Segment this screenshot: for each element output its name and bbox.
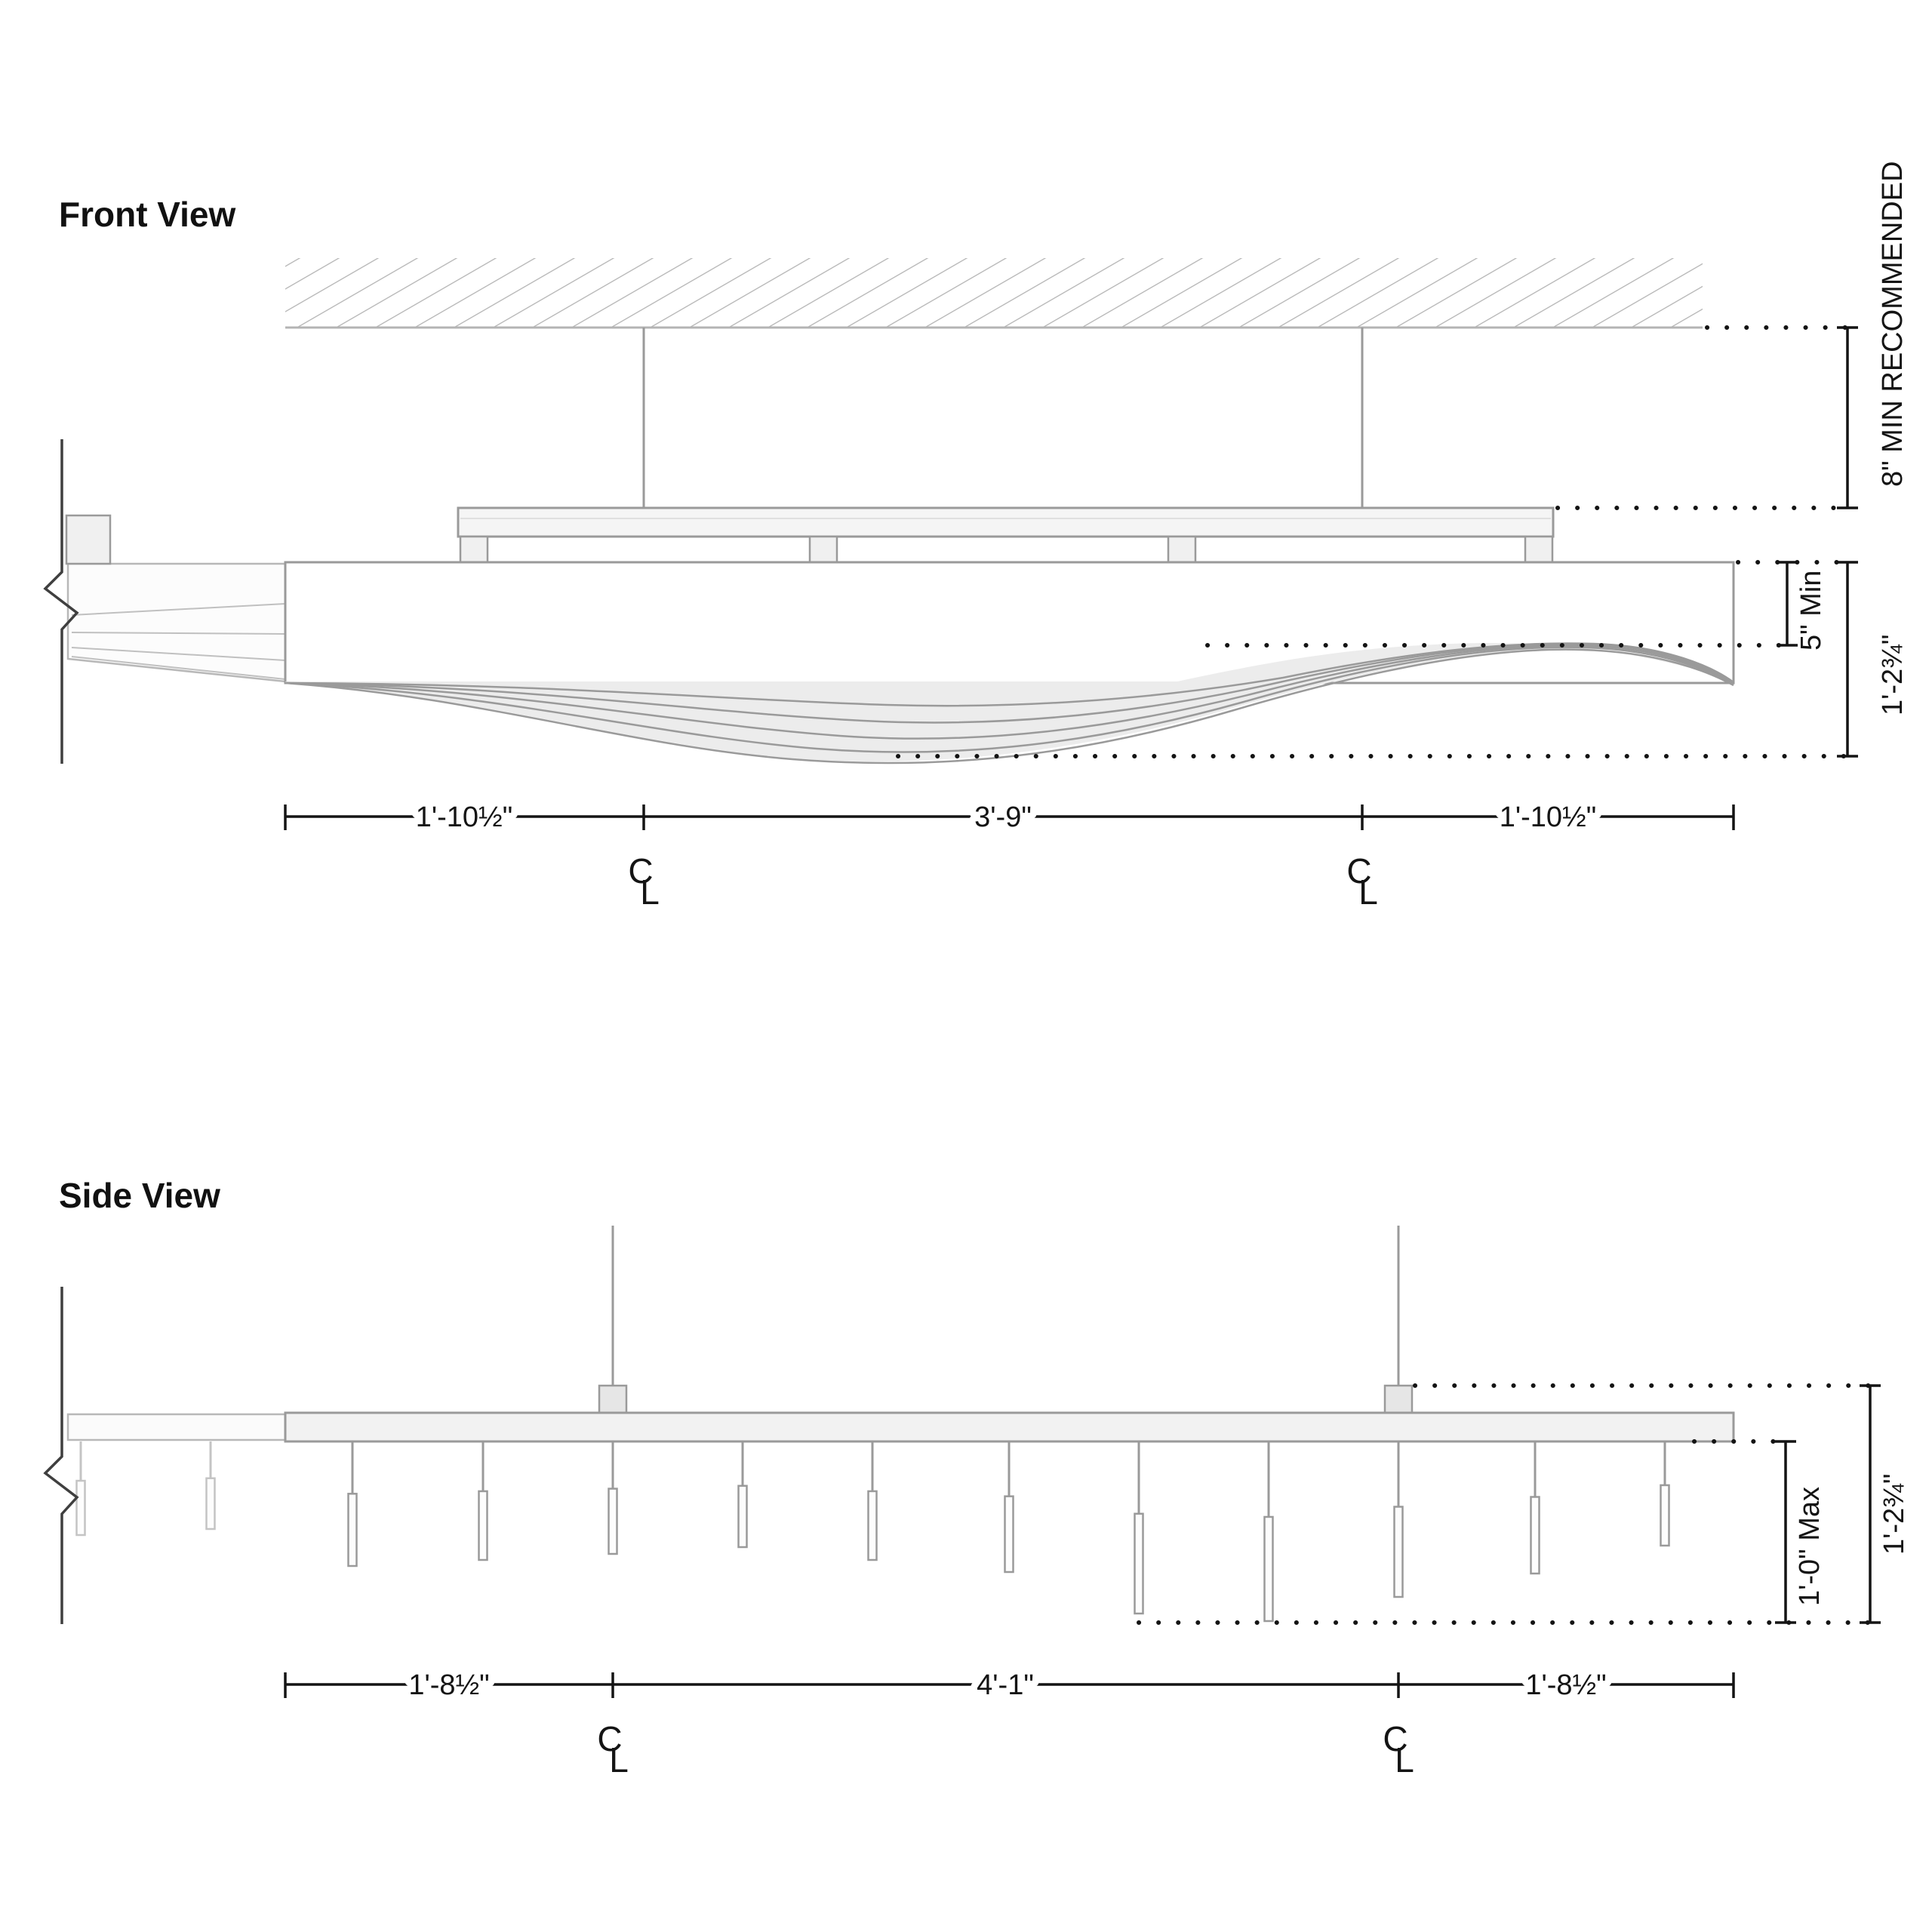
- dim-label-left: 1'-8½": [408, 1669, 489, 1701]
- centerline-symbol: C L: [628, 851, 659, 912]
- pendant-tube: [867, 1490, 878, 1561]
- centerline-l: L: [640, 872, 660, 912]
- ribbon-curve: [285, 648, 1734, 764]
- pendant-group: [75, 1441, 1670, 1623]
- front-view: Front View: [43, 161, 1909, 912]
- side-view-title: Side View: [59, 1176, 220, 1215]
- dim-total: 1'-2¾": [1860, 1384, 1910, 1624]
- dim-label-total: 1'-2¾": [1878, 1474, 1910, 1555]
- centerline-c: C: [1346, 851, 1371, 891]
- wall-break-line: [43, 439, 79, 764]
- dim-label-center: 3'-9": [974, 801, 1032, 833]
- fixture-left-continuation: [66, 562, 287, 683]
- centerline-l: L: [1358, 872, 1378, 912]
- pendant-tube: [478, 1490, 488, 1561]
- dim-label-left: 1'-10½": [416, 801, 513, 833]
- dim-body-total: 1'-2¾": [1837, 561, 1909, 758]
- pendant-tube: [1393, 1506, 1404, 1598]
- dim-label-right: 1'-10½": [1500, 801, 1597, 833]
- pendant-tube: [347, 1493, 358, 1567]
- pendant-tube: [737, 1484, 748, 1549]
- bar-left-continuation: [66, 1413, 287, 1441]
- pendant-tube: [205, 1477, 216, 1531]
- dim-label-body-total: 1'-2¾": [1877, 635, 1909, 715]
- pendant-tube: [1134, 1512, 1144, 1615]
- ribbon-taper-line: [71, 603, 286, 616]
- dim-drop-max: 1'-0" Max: [1775, 1440, 1826, 1624]
- mount-block: [1383, 1384, 1414, 1414]
- ribbon-taper-line: [71, 656, 286, 680]
- ribbon-curve: [285, 642, 1734, 707]
- dim-label-suspension: 8" MIN RECOMMENDED: [1877, 161, 1909, 487]
- centerline-symbol: C L: [1383, 1719, 1414, 1780]
- mount-block: [598, 1384, 628, 1414]
- wall-mount-tab: [65, 514, 112, 565]
- dim-body-min: 5" Min: [1777, 561, 1827, 651]
- centerline-symbol: C L: [1346, 851, 1377, 912]
- dim-label-body-min: 5" Min: [1795, 571, 1827, 651]
- side-view: Side View 1'-0" Max 1'-2¾": [43, 1176, 1910, 1780]
- dim-label-right: 1'-8½": [1525, 1669, 1606, 1701]
- dim-label-center: 4'-1": [977, 1669, 1034, 1701]
- centerline-l: L: [609, 1740, 629, 1780]
- front-bottom-dims: 1'-10½" 3'-9" 1'-10½" C L C L: [284, 795, 1735, 912]
- pendant-tube: [1263, 1515, 1274, 1623]
- centerline-c: C: [628, 851, 653, 891]
- ribbon-taper-line: [71, 632, 286, 635]
- mounting-bar: [457, 506, 1555, 538]
- ribbon-taper-line: [71, 647, 286, 661]
- pendant-tube: [1530, 1496, 1540, 1575]
- pendant-tube: [1660, 1484, 1670, 1547]
- ribbon-curve: [285, 646, 1734, 753]
- fixture-body: [284, 561, 1735, 685]
- centerline-l: L: [1395, 1740, 1414, 1780]
- wall-break-line: [43, 1287, 79, 1624]
- pendant-tube: [1004, 1495, 1014, 1574]
- centerline-symbol: C L: [597, 1719, 628, 1780]
- dim-suspension: 8" MIN RECOMMENDED: [1837, 161, 1909, 509]
- ribbon-fill: [285, 642, 1734, 761]
- centerline-c: C: [597, 1719, 622, 1758]
- dim-label-drop-max: 1'-0" Max: [1794, 1487, 1826, 1606]
- fixture-bar: [284, 1411, 1735, 1443]
- ceiling-hatch: [285, 258, 1703, 328]
- pendant-tube: [75, 1479, 86, 1537]
- front-view-title: Front View: [59, 195, 236, 234]
- side-bottom-dims: 1'-8½" 4'-1" 1'-8½" C L C L: [284, 1663, 1735, 1780]
- ribbon-curve: [285, 645, 1734, 740]
- centerline-c: C: [1383, 1719, 1407, 1758]
- pendant-tube: [608, 1487, 618, 1555]
